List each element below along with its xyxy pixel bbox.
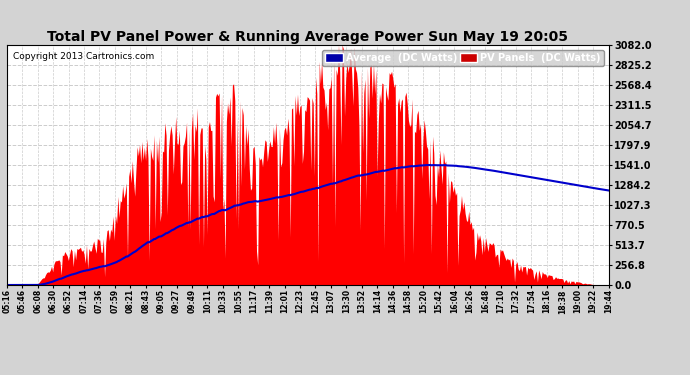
Title: Total PV Panel Power & Running Average Power Sun May 19 20:05: Total PV Panel Power & Running Average P… [47, 30, 569, 44]
Legend: Average  (DC Watts), PV Panels  (DC Watts): Average (DC Watts), PV Panels (DC Watts) [322, 50, 604, 66]
Text: Copyright 2013 Cartronics.com: Copyright 2013 Cartronics.com [13, 52, 154, 61]
